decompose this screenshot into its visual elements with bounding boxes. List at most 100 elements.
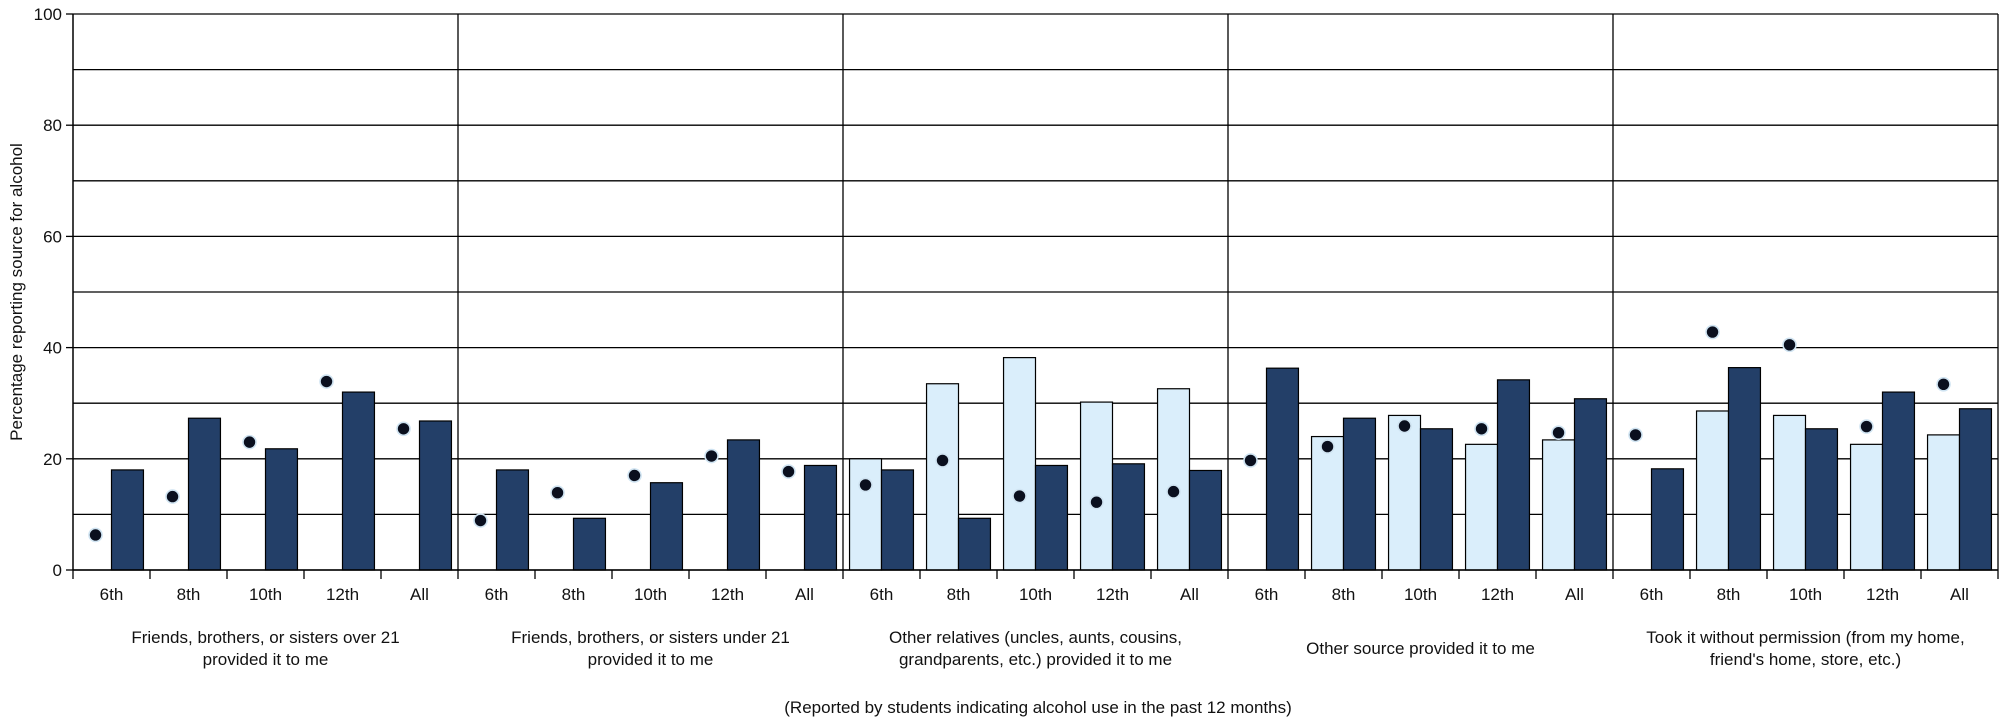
bar-dark bbox=[1804, 428, 1839, 571]
category-label: 10th bbox=[1019, 585, 1052, 604]
bar-light bbox=[1387, 414, 1422, 571]
bar-dark bbox=[1265, 367, 1300, 571]
bar-dark bbox=[1188, 469, 1223, 571]
category-label: 8th bbox=[947, 585, 971, 604]
category-label: 12th bbox=[1481, 585, 1514, 604]
bar-dark bbox=[803, 464, 838, 571]
data-point bbox=[1782, 337, 1797, 353]
category-label: 6th bbox=[1255, 585, 1279, 604]
category-label: 6th bbox=[1640, 585, 1664, 604]
group-label: grandparents, etc.) provided it to me bbox=[899, 650, 1172, 669]
y-tick-label: 0 bbox=[53, 561, 62, 580]
group-label: provided it to me bbox=[588, 650, 714, 669]
bar-dark bbox=[418, 420, 453, 571]
bar-light bbox=[1849, 443, 1884, 571]
bar-dark bbox=[1573, 398, 1608, 571]
data-point bbox=[781, 464, 796, 479]
bar-dark bbox=[1881, 391, 1916, 571]
plot-area: 0 20 40 60 80 100 6th 8th 10th 12th All Friends, br… bbox=[34, 5, 1999, 669]
bar-light bbox=[1002, 357, 1037, 571]
group-label: Friends, brothers, or sisters over 21 bbox=[131, 628, 399, 647]
category-label: 12th bbox=[711, 585, 744, 604]
data-point bbox=[165, 489, 180, 504]
category-label: All bbox=[1180, 585, 1199, 604]
group-label: Took it without permission (from my home… bbox=[1646, 628, 1964, 647]
group-label: Other source provided it to me bbox=[1306, 639, 1535, 658]
bar-dark bbox=[495, 469, 530, 571]
data-point bbox=[1936, 376, 1951, 392]
y-axis-label: Percentage reporting source for alcohol bbox=[7, 143, 26, 441]
bar-dark bbox=[187, 417, 222, 571]
category-label: 8th bbox=[1332, 585, 1356, 604]
group-label: friend's home, store, etc.) bbox=[1710, 650, 1901, 669]
bar-light bbox=[1310, 435, 1345, 571]
bar-light bbox=[925, 383, 960, 571]
data-point bbox=[1166, 484, 1181, 499]
category-label: 6th bbox=[485, 585, 509, 604]
bar-light bbox=[1541, 439, 1576, 571]
bar-light bbox=[1079, 401, 1114, 571]
category-label: 10th bbox=[1789, 585, 1822, 604]
data-point bbox=[88, 527, 103, 543]
y-tick-label: 20 bbox=[43, 450, 62, 469]
bar-light bbox=[1926, 434, 1961, 571]
bar-dark bbox=[957, 517, 992, 571]
data-point bbox=[935, 453, 950, 468]
category-label: 12th bbox=[1866, 585, 1899, 604]
data-point bbox=[319, 374, 334, 389]
data-point bbox=[1320, 439, 1335, 454]
bar-dark bbox=[572, 517, 607, 571]
data-point bbox=[1397, 418, 1412, 434]
data-point bbox=[858, 477, 873, 493]
data-point bbox=[396, 421, 411, 437]
bar-dark bbox=[264, 448, 299, 571]
bar-light bbox=[1695, 410, 1730, 571]
y-tick-label: 80 bbox=[43, 116, 62, 135]
bar-dark bbox=[1727, 367, 1762, 571]
bar-dark bbox=[726, 439, 761, 571]
bar-light bbox=[848, 458, 883, 571]
x-axis-footnote: (Reported by students indicating alcohol… bbox=[784, 698, 1291, 717]
data-point bbox=[1243, 453, 1258, 468]
data-point bbox=[1012, 488, 1027, 504]
data-point bbox=[242, 434, 257, 450]
data-point bbox=[1859, 419, 1874, 434]
bar-dark bbox=[1034, 464, 1069, 571]
data-point bbox=[1474, 421, 1489, 437]
bar-light bbox=[1156, 388, 1191, 571]
bar-dark bbox=[1650, 468, 1685, 571]
y-tick-label: 40 bbox=[43, 339, 62, 358]
bar-dark bbox=[1342, 417, 1377, 571]
data-point bbox=[473, 513, 488, 528]
category-label: 10th bbox=[249, 585, 282, 604]
category-label: All bbox=[1565, 585, 1584, 604]
bar-dark bbox=[1111, 463, 1146, 571]
bar-dark bbox=[1958, 408, 1993, 571]
data-point bbox=[550, 485, 565, 501]
bar-dark bbox=[880, 469, 915, 571]
data-point bbox=[704, 448, 719, 464]
bar-dark bbox=[341, 391, 376, 571]
category-label: 10th bbox=[634, 585, 667, 604]
data-point bbox=[1089, 494, 1104, 510]
category-label: 12th bbox=[326, 585, 359, 604]
category-label: All bbox=[795, 585, 814, 604]
data-point bbox=[1705, 324, 1720, 340]
y-tick-label: 60 bbox=[43, 227, 62, 246]
bar-dark bbox=[1419, 428, 1454, 571]
category-label: All bbox=[1950, 585, 1969, 604]
bar-dark bbox=[649, 482, 684, 571]
bar-dark bbox=[110, 469, 145, 571]
category-label: 12th bbox=[1096, 585, 1129, 604]
bar-dark bbox=[1496, 379, 1531, 571]
category-label: 8th bbox=[562, 585, 586, 604]
bar-light bbox=[1464, 443, 1499, 571]
category-label: All bbox=[410, 585, 429, 604]
data-point bbox=[627, 468, 642, 483]
category-label: 6th bbox=[100, 585, 124, 604]
category-label: 6th bbox=[870, 585, 894, 604]
category-label: 8th bbox=[1717, 585, 1741, 604]
category-label: 10th bbox=[1404, 585, 1437, 604]
group-label: Friends, brothers, or sisters under 21 bbox=[511, 628, 790, 647]
